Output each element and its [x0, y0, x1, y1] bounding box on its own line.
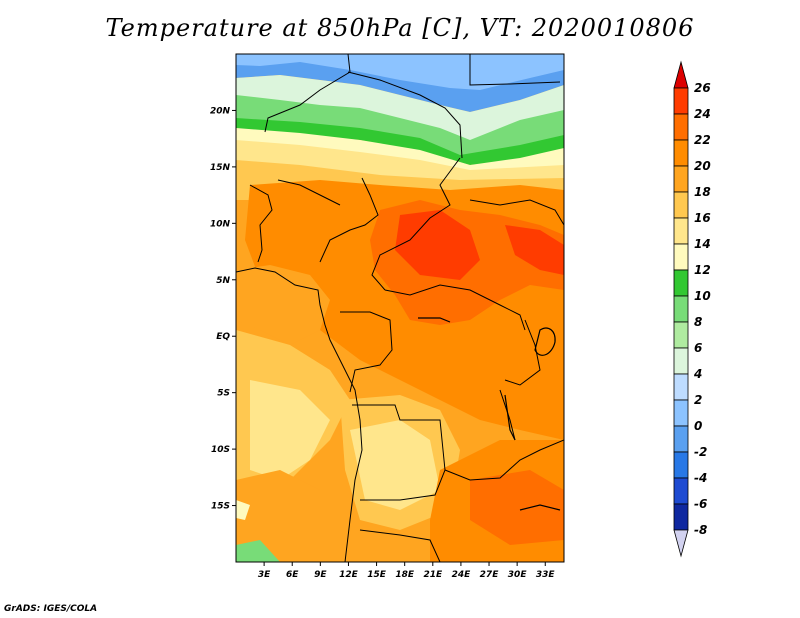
temperature-field [236, 54, 564, 562]
colorbar-label: 18 [694, 185, 711, 199]
y-tick-label: 5N [216, 276, 230, 286]
colorbar-label: 12 [694, 263, 711, 277]
colorbar-segment [673, 243, 689, 271]
x-tick-label: 9E [314, 570, 327, 580]
colorbar-label: -4 [694, 471, 707, 485]
colorbar-segment [673, 87, 689, 115]
colorbar-label: 20 [694, 159, 711, 173]
colorbar-label: -2 [694, 445, 707, 459]
y-tick-label: 20N [210, 106, 231, 116]
y-tick-label: 10S [211, 445, 230, 455]
x-tick-label: 15E [367, 570, 387, 580]
colorbar-segment [673, 191, 689, 219]
x-tick-label: 12E [339, 570, 359, 580]
x-tick-label: 27E [480, 570, 500, 580]
colorbar-segment [673, 503, 689, 531]
colorbar-segment [673, 399, 689, 427]
colorbar-label: 22 [694, 133, 711, 147]
colorbar-segment [673, 347, 689, 375]
x-tick-label: 30E [508, 570, 528, 580]
colorbar-segment [673, 295, 689, 323]
colorbar-label: 8 [694, 315, 702, 329]
colorbar-label: 4 [693, 367, 702, 381]
colorbar-label: 26 [694, 81, 711, 95]
colorbar-segment [673, 321, 689, 349]
x-tick-label: 3E [258, 570, 271, 580]
colorbar-segment [673, 373, 689, 401]
chart-title: Temperature at 850hPa [C], VT: 202001080… [105, 14, 695, 42]
colorbar-segment [673, 217, 689, 245]
colorbar-label: 14 [694, 237, 711, 251]
colorbar-segment [673, 139, 689, 167]
x-tick-label: 33E [536, 570, 556, 580]
colorbar-segment [673, 477, 689, 505]
colorbar-label: 24 [694, 107, 711, 121]
y-tick-label: 10N [210, 219, 231, 229]
colorbar-label: 2 [694, 393, 702, 407]
colorbar-segment [673, 451, 689, 479]
map-frame [235, 53, 565, 563]
colorbar-label: 0 [694, 419, 702, 433]
y-tick-label: EQ [216, 332, 230, 342]
y-tick-label: 15S [211, 502, 230, 512]
lakes [418, 317, 561, 511]
colorbar-bottom-arrow [673, 529, 689, 558]
colorbar-segment [673, 269, 689, 297]
x-tick-label: 21E [423, 570, 443, 580]
colorbar-label: -6 [694, 497, 707, 511]
colorbar-top-arrow [673, 60, 689, 89]
x-axis: 3E 6E 9E 12E 15E 18E 21E 24E 27E 30E 33E [258, 562, 556, 580]
colorbar-segment [673, 425, 689, 453]
coastlines-borders [236, 54, 564, 562]
y-tick-label: 5S [217, 389, 230, 399]
colorbar-label: 6 [694, 341, 702, 355]
y-tick-label: 15N [210, 163, 231, 173]
colorbar-segment [673, 165, 689, 193]
x-tick-label: 18E [395, 570, 415, 580]
colorbar-segment [673, 113, 689, 141]
footer-credit: GrADS: IGES/COLA [4, 604, 98, 614]
y-axis: 20N 15N 10N 5N EQ 5S 10S 15S [210, 106, 236, 512]
colorbar-label: 10 [694, 289, 711, 303]
x-tick-label: 6E [286, 570, 299, 580]
colorbar-label: -8 [694, 523, 707, 537]
green-band [236, 95, 564, 162]
x-tick-label: 24E [452, 570, 472, 580]
colorbar-label: 16 [694, 211, 711, 225]
